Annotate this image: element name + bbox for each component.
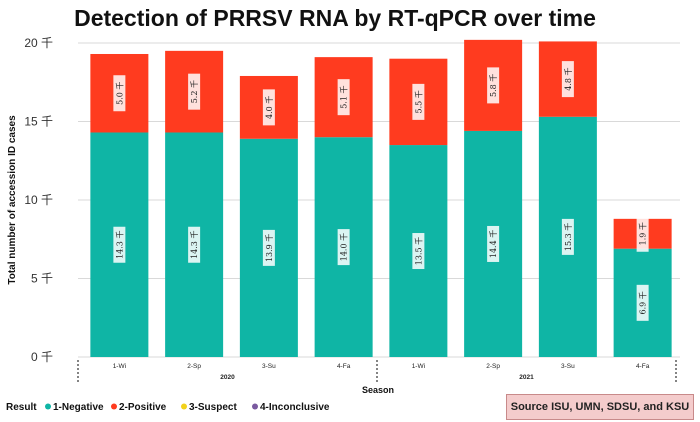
- data-label-group: 13.5 千: [412, 233, 425, 270]
- y-axis-ticks: 0 千 5 千 10 千 15 千 20 千: [24, 36, 53, 364]
- legend-title: Result: [6, 402, 37, 413]
- x-axis-ticks: 1-Wi 2-Sp 3-Su 4-Fa 1-Wi 2-Sp 3-Su 4-Fa: [113, 363, 650, 370]
- x-tick-label: 4-Fa: [636, 363, 650, 370]
- data-label-group: 15.3 千: [561, 218, 574, 255]
- data-label-bg: [561, 218, 574, 255]
- data-label-bg: [636, 215, 649, 252]
- data-label-group: 6.9 千: [636, 284, 649, 321]
- data-label-bg: [487, 225, 500, 262]
- data-label-group: 1.9 千: [636, 215, 649, 252]
- x-tick-label: 3-Su: [262, 363, 276, 370]
- data-label: 14.3 千: [189, 231, 199, 259]
- data-label-bg: [262, 229, 275, 266]
- legend-marker: [252, 403, 258, 410]
- legend-marker: [181, 403, 187, 410]
- data-label-bg: [636, 284, 649, 321]
- legend-item: 4-Inconclusive: [260, 402, 330, 413]
- x-tick-label: 1-Wi: [412, 363, 425, 370]
- legend-marker: [111, 403, 117, 410]
- year-label: 2020: [220, 374, 235, 381]
- legend-item: 3-Suspect: [189, 402, 237, 413]
- data-label: 13.5 千: [413, 237, 423, 265]
- data-label: 6.9 千: [638, 291, 648, 314]
- year-label: 2021: [519, 374, 534, 381]
- legend-marker: [45, 403, 51, 410]
- legend-item: 1-Negative: [53, 402, 104, 413]
- data-label: 5.0 千: [114, 82, 124, 105]
- data-label: 15.3 千: [563, 223, 573, 251]
- data-label-group: 13.9 千: [262, 229, 275, 266]
- bars: [90, 39, 672, 357]
- data-label: 5.5 千: [413, 90, 423, 113]
- source-note: Source ISU, UMN, SDSU, and KSU: [506, 394, 694, 420]
- data-label-bg: [487, 67, 500, 104]
- data-label-group: 5.5 千: [412, 83, 425, 120]
- data-label-bg: [113, 75, 126, 112]
- data-label: 1.9 千: [638, 222, 648, 245]
- x-axis-label: Season: [362, 385, 394, 395]
- data-label-bg: [412, 233, 425, 270]
- y-tick-label: 0 千: [31, 350, 53, 364]
- x-tick-label: 4-Fa: [337, 363, 351, 370]
- y-axis-label: Total number of accession ID cases: [7, 115, 18, 285]
- data-label-group: 5.0 千: [113, 75, 126, 112]
- data-label: 4.8 千: [563, 67, 573, 90]
- y-tick-label: 20 千: [24, 36, 53, 50]
- y-tick-label: 5 千: [31, 272, 53, 286]
- data-label-bg: [337, 79, 350, 116]
- data-label-group: 4.8 千: [561, 61, 574, 98]
- data-label-group: 5.8 千: [487, 67, 500, 104]
- data-label-bg: [262, 89, 275, 126]
- data-label-bg: [188, 73, 201, 110]
- data-label: 14.4 千: [488, 230, 498, 258]
- data-label-group: 14.4 千: [487, 225, 500, 262]
- data-label-bg: [113, 226, 126, 263]
- data-label-group: 14.3 千: [113, 226, 126, 263]
- data-label: 5.8 千: [488, 74, 498, 97]
- data-label: 4.0 千: [264, 96, 274, 119]
- data-label-bg: [412, 83, 425, 120]
- y-tick-label: 10 千: [24, 193, 53, 207]
- legend: Result 1-Negative 2-Positive 3-Suspect 4-Inc…: [6, 402, 330, 413]
- data-label-group: 5.2 千: [188, 73, 201, 110]
- data-label: 14.3 千: [114, 231, 124, 259]
- data-label: 14.0 千: [339, 233, 349, 261]
- data-label: 5.2 千: [189, 80, 199, 103]
- data-label: 13.9 千: [264, 234, 274, 262]
- year-groups: 2020 2021: [77, 360, 677, 383]
- data-label-bg: [188, 226, 201, 263]
- y-tick-label: 15 千: [24, 115, 53, 129]
- data-labels: 14.3 千 5.0 千 14.3 千 5.2 千 13.9 千 4.0 千 14.0 千 5…: [113, 61, 649, 321]
- x-tick-label: 2-Sp: [486, 363, 500, 370]
- x-tick-label: 3-Su: [561, 363, 575, 370]
- x-tick-label: 1-Wi: [113, 363, 126, 370]
- data-label-bg: [561, 61, 574, 98]
- data-label-group: 14.3 千: [188, 226, 201, 263]
- chart-title: Detection of PRRSV RNA by RT-qPCR over t…: [74, 5, 596, 31]
- data-label-group: 5.1 千: [337, 79, 350, 116]
- data-label-group: 4.0 千: [262, 89, 275, 126]
- data-label-bg: [337, 229, 350, 266]
- data-label: 5.1 千: [339, 86, 349, 109]
- data-label-group: 14.0 千: [337, 229, 350, 266]
- x-tick-label: 2-Sp: [187, 363, 201, 370]
- legend-item: 2-Positive: [119, 402, 167, 413]
